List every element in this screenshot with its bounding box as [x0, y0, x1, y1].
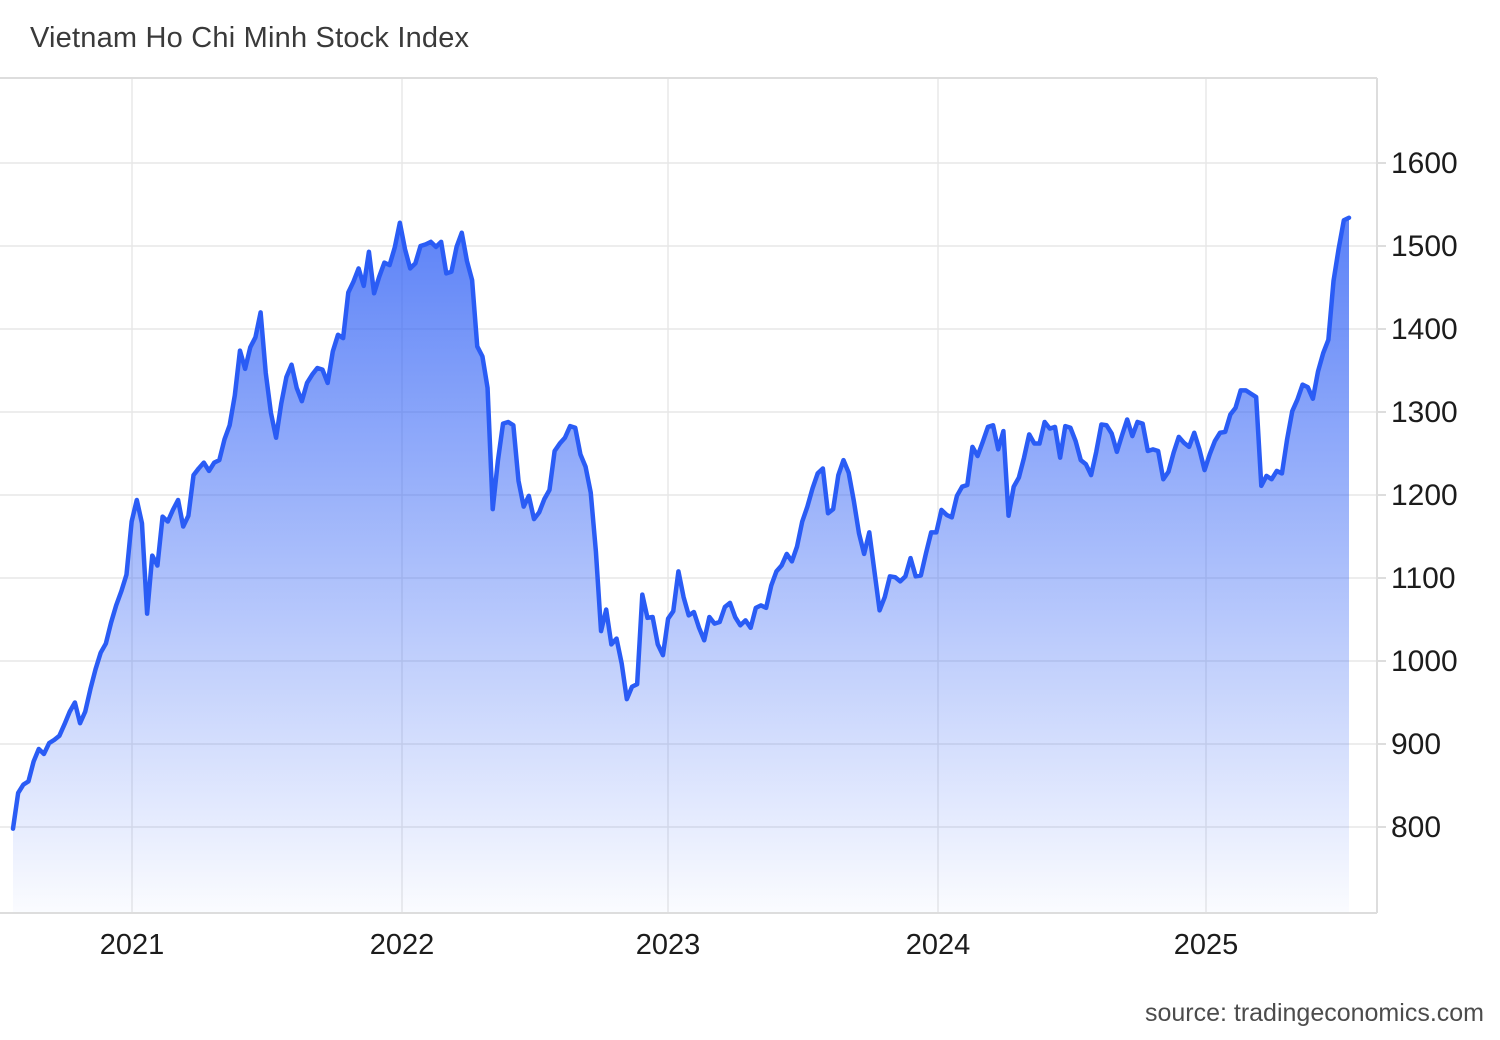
- source-attribution: source: tradingeconomics.com: [1144, 999, 1484, 1027]
- y-tick-label: 800: [1391, 811, 1441, 844]
- y-tick-label: 1200: [1391, 479, 1458, 512]
- x-tick-label: 2024: [906, 929, 971, 961]
- area-fill: [13, 217, 1349, 913]
- x-axis-labels: 2021 2022 2023 2024 2025: [100, 929, 1239, 961]
- y-tick-label: 1600: [1391, 147, 1458, 180]
- y-tick-label: 1500: [1391, 230, 1458, 263]
- x-tick-label: 2023: [636, 929, 701, 961]
- y-axis-labels: 1600 1500 1400 1300 1200 1100 1000 900 800: [1377, 147, 1458, 844]
- chart-title: Vietnam Ho Chi Minh Stock Index: [30, 22, 470, 54]
- y-tick-label: 1300: [1391, 396, 1458, 429]
- y-tick-label: 1100: [1391, 562, 1456, 595]
- x-tick-label: 2022: [370, 929, 435, 961]
- x-tick-label: 2025: [1174, 929, 1239, 961]
- y-tick-label: 900: [1391, 728, 1441, 761]
- y-tick-label: 1000: [1391, 645, 1458, 678]
- y-tick-label: 1400: [1391, 313, 1458, 346]
- price-line: [10, 215, 1352, 831]
- x-tick-label: 2021: [100, 929, 165, 961]
